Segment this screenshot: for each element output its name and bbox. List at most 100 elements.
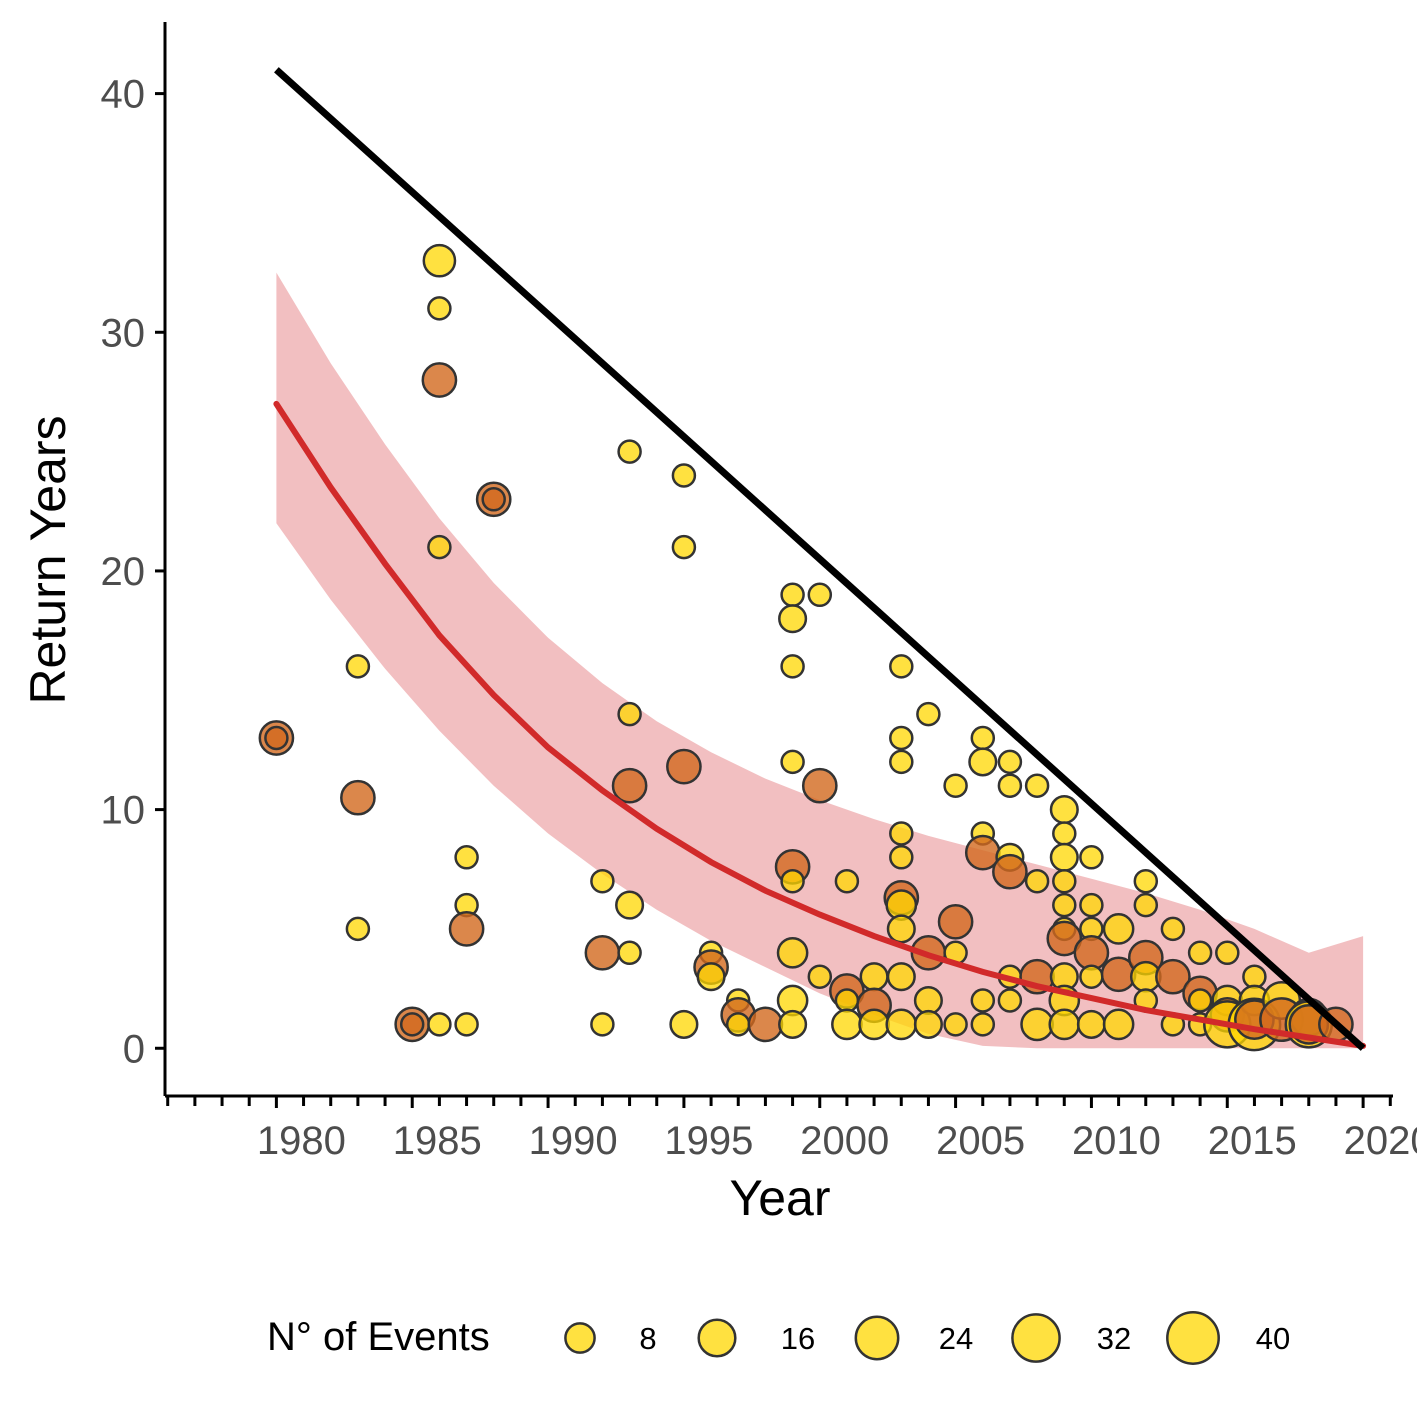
- x-tick-label-2020: 2020: [1344, 1119, 1417, 1163]
- x-tick-label-1980: 1980: [257, 1119, 346, 1163]
- legend-label-8: 8: [639, 1321, 656, 1356]
- event-point-68: [913, 985, 943, 1016]
- event-point-28: [666, 748, 702, 785]
- event-point-20: [590, 1012, 615, 1037]
- event-point-56: [889, 654, 914, 679]
- x-tick-label-2005: 2005: [936, 1119, 1025, 1163]
- event-point-57: [889, 725, 914, 751]
- event-point-85: [997, 988, 1023, 1013]
- event-point-25: [617, 940, 642, 966]
- event-point-89: [1020, 1007, 1054, 1042]
- event-point-101: [1079, 892, 1104, 918]
- event-point-32: [696, 962, 726, 992]
- event-point-11: [427, 1012, 452, 1037]
- event-point-37: [780, 582, 805, 608]
- event-point-108: [1102, 1008, 1135, 1041]
- x-tick-label-2010: 2010: [1072, 1119, 1161, 1163]
- event-point-38: [778, 604, 808, 634]
- event-point-6: [399, 1012, 425, 1037]
- legend-label-32: 32: [1097, 1321, 1131, 1356]
- event-point-94: [1052, 892, 1077, 918]
- event-point-4: [345, 916, 371, 942]
- event-point-81: [997, 773, 1023, 798]
- event-point-36: [747, 1006, 784, 1043]
- legend-title: N° of Events: [267, 1315, 490, 1359]
- event-point-70: [943, 773, 968, 798]
- event-point-73: [943, 1012, 968, 1037]
- event-point-109: [1133, 868, 1159, 894]
- event-point-71: [937, 903, 974, 940]
- x-tick-label-2015: 2015: [1208, 1119, 1297, 1163]
- event-point-23: [611, 767, 648, 804]
- event-point-53: [859, 962, 889, 992]
- y-tick-label-40: 40: [101, 73, 146, 117]
- event-point-52: [831, 1008, 863, 1041]
- event-point-8: [427, 296, 452, 321]
- event-point-74: [970, 725, 996, 751]
- legend-key-40: [1166, 1311, 1220, 1365]
- event-point-22: [617, 701, 642, 727]
- event-point-59: [889, 821, 914, 846]
- y-tick-label-0: 0: [123, 1027, 145, 1071]
- legend: N° of Events 8 16 24 32 40: [267, 1311, 1290, 1365]
- x-tick-label-1990: 1990: [529, 1119, 618, 1163]
- x-tick-label-1985: 1985: [393, 1119, 482, 1163]
- event-point-86: [1024, 773, 1050, 798]
- trend-curve: [273, 400, 1367, 1049]
- legend-key-16: [697, 1318, 737, 1358]
- legend-key-8: [564, 1322, 596, 1354]
- legend-key-24: [854, 1315, 900, 1361]
- trend-lines-layer: [273, 67, 1367, 1051]
- event-point-45: [778, 1009, 808, 1039]
- event-point-103: [1073, 934, 1110, 971]
- event-point-121: [1215, 940, 1240, 966]
- event-point-99: [1048, 1008, 1081, 1041]
- event-point-65: [885, 1008, 918, 1041]
- event-point-42: [780, 868, 805, 894]
- event-point-83: [992, 853, 1028, 890]
- event-point-91: [1052, 821, 1077, 846]
- event-point-51: [834, 988, 860, 1013]
- event-point-43: [776, 936, 809, 969]
- event-point-78: [970, 988, 996, 1013]
- event-point-115: [1155, 958, 1191, 995]
- event-point-75: [968, 747, 998, 777]
- x-tick-label-1995: 1995: [664, 1119, 753, 1163]
- event-point-106: [1102, 913, 1135, 945]
- event-point-19: [584, 934, 621, 971]
- x-axis-title: Year: [729, 1170, 830, 1226]
- legend-key-32: [1011, 1313, 1061, 1363]
- event-point-40: [780, 749, 805, 775]
- event-point-110: [1133, 892, 1159, 918]
- event-point-39: [780, 654, 805, 679]
- max-return-line: [274, 67, 1366, 1051]
- event-point-35: [725, 1012, 751, 1037]
- event-point-7: [422, 243, 457, 278]
- event-point-2: [345, 654, 371, 679]
- event-point-125: [1242, 964, 1267, 989]
- event-point-55: [858, 1008, 890, 1041]
- event-point-47: [801, 767, 838, 804]
- event-point-17: [481, 487, 506, 512]
- event-point-14: [448, 911, 485, 947]
- event-point-1: [264, 725, 289, 751]
- event-point-79: [970, 1012, 996, 1037]
- axes-layer: [163, 22, 1393, 1098]
- event-point-29: [669, 1009, 699, 1039]
- event-point-10: [427, 534, 452, 560]
- y-tick-label-20: 20: [101, 550, 146, 594]
- event-point-58: [889, 749, 914, 775]
- event-point-26: [671, 463, 697, 488]
- event-point-104: [1079, 964, 1104, 989]
- event-point-66: [916, 701, 941, 727]
- event-point-93: [1052, 868, 1077, 894]
- y-axis-title: Return Years: [20, 415, 76, 704]
- event-point-27: [671, 534, 697, 560]
- event-point-119: [1187, 988, 1213, 1013]
- event-point-15: [454, 1012, 479, 1037]
- event-point-60: [889, 845, 914, 870]
- event-point-49: [834, 868, 860, 894]
- event-point-24: [615, 890, 645, 920]
- event-point-117: [1187, 940, 1213, 966]
